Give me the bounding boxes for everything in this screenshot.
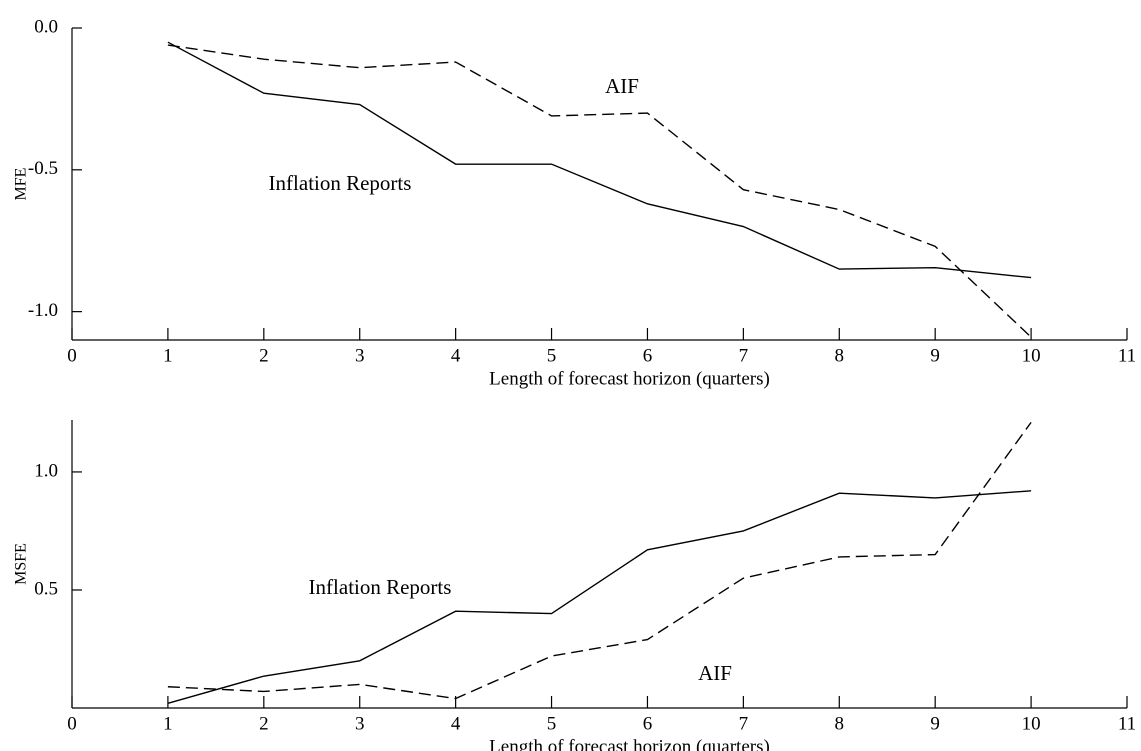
x-tick-label: 6 (643, 713, 653, 734)
x-tick-label: 11 (1118, 345, 1136, 366)
x-axis-title: Length of forecast horizon (quarters) (489, 368, 770, 389)
x-tick-label: 10 (1022, 713, 1041, 734)
x-tick-label: 3 (355, 345, 365, 366)
x-tick-label: 1 (163, 345, 173, 366)
series-line (167, 41, 1032, 279)
series-line (167, 421, 1032, 700)
x-tick-label: 0 (67, 345, 77, 366)
x-tick-label: 5 (547, 345, 557, 366)
x-axis-title: Length of forecast horizon (quarters) (489, 736, 770, 751)
x-tick-label: 1 (163, 713, 173, 734)
x-tick-label: 8 (835, 713, 845, 734)
x-tick-label: 4 (451, 345, 461, 366)
series-label: Inflation Reports (309, 575, 452, 599)
series-line (167, 490, 1032, 704)
y-tick-label: 0.0 (34, 16, 58, 37)
x-tick-label: 4 (451, 713, 461, 734)
y-tick-label: -1.0 (28, 300, 58, 321)
y-axis-title: MFE (13, 168, 30, 201)
x-tick-label: 7 (739, 345, 749, 366)
series-label: Inflation Reports (269, 171, 412, 195)
x-tick-label: 3 (355, 713, 365, 734)
x-tick-label: 0 (67, 713, 77, 734)
x-tick-label: 8 (835, 345, 845, 366)
series-line (167, 44, 1032, 338)
x-tick-label: 10 (1022, 345, 1041, 366)
x-tick-label: 2 (259, 713, 269, 734)
x-tick-label: 2 (259, 345, 269, 366)
x-tick-label: 11 (1118, 713, 1136, 734)
series-label: AIF (698, 661, 732, 685)
y-axis-title: MSFE (13, 543, 30, 585)
x-tick-label: 5 (547, 713, 557, 734)
y-tick-label: -0.5 (28, 158, 58, 179)
x-tick-label: 9 (930, 713, 940, 734)
x-tick-label: 9 (930, 345, 940, 366)
x-tick-label: 7 (739, 713, 749, 734)
y-tick-label: 0.5 (34, 578, 58, 599)
series-label: AIF (605, 74, 639, 98)
x-tick-label: 6 (643, 345, 653, 366)
y-tick-label: 1.0 (34, 460, 58, 481)
